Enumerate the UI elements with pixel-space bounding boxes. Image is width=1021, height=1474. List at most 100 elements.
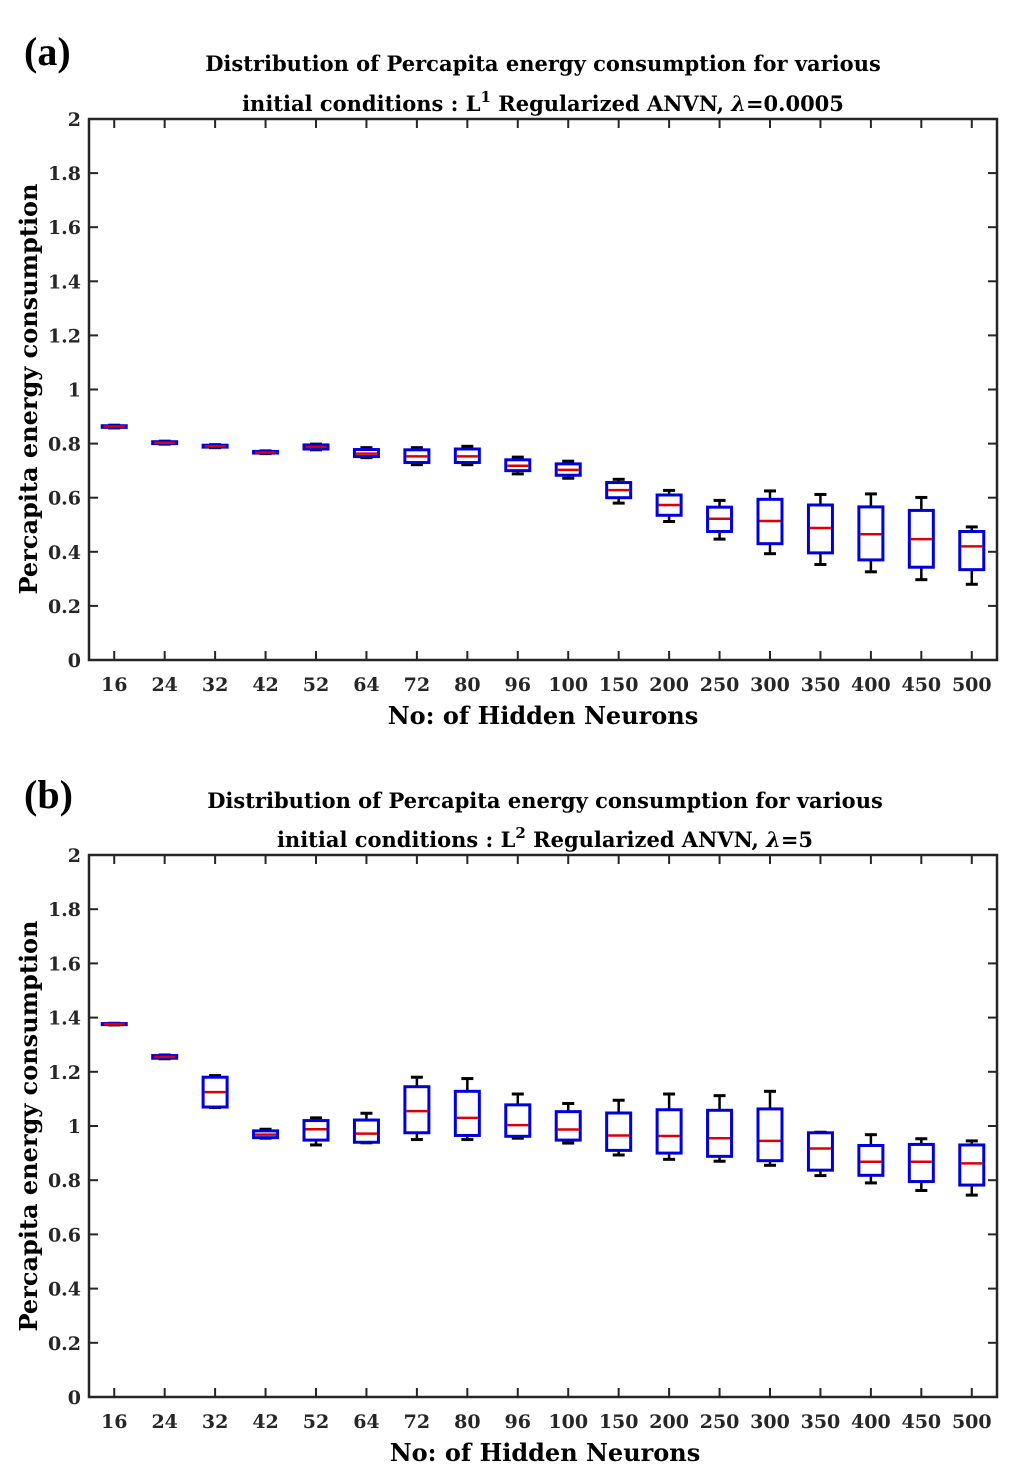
box-iqr: [453, 1089, 481, 1137]
x-tick-label: 64: [353, 674, 379, 696]
box-250: [706, 1094, 734, 1163]
y-tick-label: 0.4: [48, 1279, 81, 1301]
x-tick-label: 350: [801, 1411, 841, 1433]
box-350: [806, 492, 834, 567]
box-iqr: [655, 1108, 683, 1155]
x-tick-label: 500: [952, 1411, 992, 1433]
box-400: [857, 492, 885, 574]
box-iqr: [907, 1142, 935, 1184]
x-tick-label: 24: [151, 674, 177, 696]
y-tick-label: 1.2: [48, 325, 81, 347]
x-tick-label: 52: [303, 674, 329, 696]
box-300: [756, 489, 784, 556]
box-iqr: [352, 1118, 380, 1144]
y-tick-label: 1.4: [48, 271, 81, 293]
box-iqr: [302, 1119, 330, 1142]
x-tick-label: 96: [505, 674, 531, 696]
x-tick-label: 300: [750, 674, 790, 696]
x-axis-label: No: of Hidden Neurons: [388, 701, 699, 730]
panel-label: (b): [24, 772, 73, 817]
box-96: [504, 1092, 532, 1140]
box-iqr: [756, 1107, 784, 1163]
x-tick-label: 64: [353, 1411, 379, 1433]
box-100: [554, 459, 582, 480]
x-tick-label: 42: [252, 674, 278, 696]
y-tick-label: 1.8: [48, 163, 81, 185]
box-iqr: [201, 1075, 229, 1109]
box-iqr: [605, 481, 633, 500]
x-tick-label: 16: [101, 1411, 127, 1433]
y-tick-label: 0: [68, 1387, 81, 1409]
box-iqr: [453, 447, 481, 465]
x-tick-label: 16: [101, 674, 127, 696]
x-tick-label: 32: [202, 674, 228, 696]
box-72: [403, 446, 431, 467]
y-tick-label: 2: [68, 845, 81, 867]
y-tick-label: 0.8: [48, 434, 81, 456]
y-tick-label: 0.8: [48, 1170, 81, 1192]
y-tick-label: 0.4: [48, 542, 81, 564]
y-axis-label: Percapita energy consumption: [14, 184, 43, 595]
box-iqr: [907, 508, 935, 569]
y-tick-label: 1: [68, 380, 81, 402]
box-iqr: [958, 1143, 986, 1187]
x-tick-label: 200: [649, 1411, 689, 1433]
box-iqr: [403, 1085, 431, 1135]
box-iqr: [655, 493, 683, 517]
plot-area: [87, 853, 999, 1399]
x-tick-label: 100: [548, 1411, 588, 1433]
box-150: [605, 477, 633, 505]
box-iqr: [151, 1054, 179, 1060]
x-tick-label: 300: [750, 1411, 790, 1433]
box-52: [302, 442, 330, 452]
box-80: [453, 1077, 481, 1142]
box-iqr: [554, 462, 582, 477]
box-450: [907, 495, 935, 582]
box-400: [857, 1133, 885, 1185]
x-tick-label: 24: [151, 1411, 177, 1433]
box-iqr: [706, 505, 734, 534]
x-tick-label: 32: [202, 1411, 228, 1433]
box-72: [403, 1075, 431, 1142]
y-axis-label: Percapita energy consumption: [14, 921, 43, 1332]
box-iqr: [252, 1129, 280, 1140]
box-200: [655, 488, 683, 524]
y-tick-label: 0: [68, 650, 81, 672]
box-52: [302, 1116, 330, 1147]
chart-title-line2: initial conditions : L2 Regularized ANVN…: [277, 824, 813, 852]
box-iqr: [605, 1111, 633, 1152]
chart-title-line2: initial conditions : L1 Regularized ANVN…: [242, 88, 844, 116]
box-iqr: [554, 1110, 582, 1142]
x-tick-label: 250: [700, 1411, 740, 1433]
x-tick-label: 100: [548, 674, 588, 696]
box-iqr: [806, 1131, 834, 1172]
chart-title-line1: Distribution of Percapita energy consump…: [205, 51, 881, 76]
y-tick-label: 1.6: [48, 217, 81, 239]
x-tick-label: 200: [649, 674, 689, 696]
y-tick-label: 1: [68, 1116, 81, 1138]
box-500: [958, 1139, 986, 1197]
box-42: [252, 449, 280, 456]
box-iqr: [806, 503, 834, 555]
box-iqr: [706, 1108, 734, 1158]
box-iqr: [857, 505, 885, 562]
y-tick-label: 1.2: [48, 1062, 81, 1084]
x-tick-label: 450: [901, 1411, 941, 1433]
box-iqr: [857, 1144, 885, 1177]
plot-area: [87, 117, 999, 662]
x-tick-label: 80: [454, 674, 480, 696]
x-tick-label: 400: [851, 1411, 891, 1433]
x-tick-label: 42: [252, 1411, 278, 1433]
panel-b: (b) Distribution of Percapita energy con…: [14, 772, 999, 1467]
x-tick-label: 72: [404, 1411, 430, 1433]
panel-label: (a): [24, 29, 71, 74]
box-iqr: [958, 530, 986, 572]
y-tick-label: 0.6: [48, 488, 81, 510]
box-200: [655, 1092, 683, 1161]
box-iqr: [352, 448, 380, 459]
y-tick-label: 0.2: [48, 596, 81, 618]
x-tick-label: 150: [599, 1411, 639, 1433]
box-32: [201, 1074, 229, 1110]
y-tick-label: 1.8: [48, 899, 81, 921]
